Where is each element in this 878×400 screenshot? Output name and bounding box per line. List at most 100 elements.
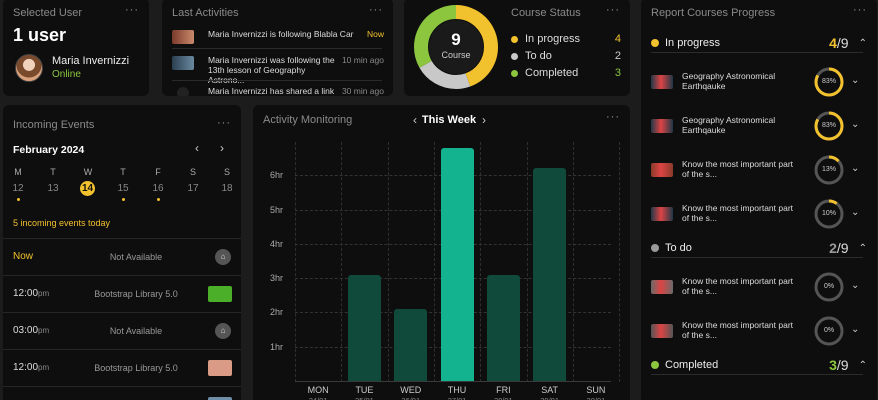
progress-percent: 83%: [821, 122, 836, 129]
course-name: Know the most important part of the s...: [682, 320, 794, 340]
status-label: In progress: [525, 33, 581, 45]
chevron-down-icon[interactable]: ⌄: [851, 163, 860, 174]
course-name: Geography Astronomical Earthqauke: [682, 71, 776, 91]
day-number: 18: [221, 183, 233, 194]
weekday-label: W: [83, 167, 93, 177]
activity-item[interactable]: Maria Invernizzi is following Blabla Car…: [172, 29, 384, 44]
incoming-events-card: Incoming Events ··· February 2024 ‹ › M 1…: [3, 105, 241, 400]
x-tick-label: TUE: [355, 385, 374, 395]
selected-user-menu-button[interactable]: ···: [125, 4, 139, 16]
gridline: [480, 142, 482, 382]
week-selector[interactable]: This Week: [421, 114, 477, 126]
divider: [651, 374, 863, 375]
event-time-value: 12:00: [13, 362, 39, 373]
weekday-label: S: [189, 167, 196, 177]
x-tick-date: 25/01: [344, 396, 384, 400]
status-label: To do: [525, 50, 552, 62]
event-row[interactable]: Now Not Available ⌂: [3, 238, 241, 275]
course-status-menu-button[interactable]: ···: [606, 4, 620, 16]
calendar-day[interactable]: T 13: [43, 167, 63, 196]
calendar-day[interactable]: M 12: [8, 167, 28, 201]
avatar[interactable]: [15, 54, 43, 82]
donut-segment-completed: [414, 5, 498, 89]
event-row[interactable]: 03:00pm Not Available ⌂: [3, 312, 241, 349]
course-progress-item[interactable]: Geography Astronomical Earthqauke 83% ⌄: [651, 62, 867, 102]
chevron-down-icon[interactable]: ⌄: [851, 324, 860, 335]
chevron-down-icon[interactable]: ⌄: [851, 207, 860, 218]
bar-thu[interactable]: [440, 147, 474, 381]
x-tick-date: 28/01: [483, 396, 523, 400]
y-tick-label: 6hr: [269, 170, 283, 181]
course-progress-item[interactable]: Know the most important part of the s...…: [651, 194, 867, 234]
progress-group-header[interactable]: To do 2/9 ⌃: [651, 240, 867, 256]
course-progress-item[interactable]: Know the most important part of the s...…: [651, 267, 867, 307]
prev-week-button[interactable]: ‹: [413, 113, 417, 127]
bar-fri[interactable]: [486, 274, 520, 381]
course-status-card: 9 Course Course Status ··· In progress 4…: [404, 0, 630, 96]
next-week-button[interactable]: ›: [220, 141, 224, 155]
course-label: Course: [441, 50, 471, 60]
calendar-day[interactable]: F 16: [148, 167, 168, 201]
chevron-up-icon[interactable]: ⌃: [858, 37, 867, 49]
last-activities-menu-button[interactable]: ···: [369, 4, 383, 16]
x-tick-date: 27/01: [437, 396, 477, 400]
calendar-day[interactable]: T 15: [113, 167, 133, 201]
event-time-value: 03:00: [13, 325, 39, 336]
status-completed: Completed 3: [511, 67, 621, 79]
event-time: Now: [13, 251, 33, 262]
bar-tue[interactable]: [347, 274, 381, 381]
x-tick-date: 24/01: [298, 396, 338, 400]
course-thumbnail: [651, 280, 673, 294]
course-status-title: Course Status: [511, 7, 581, 19]
progress-group-header[interactable]: Completed 3/9 ⌃: [651, 357, 867, 373]
status-to-do: To do 2: [511, 50, 621, 62]
status-value: 3: [614, 67, 621, 79]
next-week-button[interactable]: ›: [482, 113, 486, 127]
weekday-label: S: [223, 167, 230, 177]
group-total-count: /9: [836, 35, 849, 51]
course-progress-item[interactable]: Know the most important part of the s...…: [651, 311, 867, 351]
calendar-day[interactable]: S 17: [183, 167, 203, 196]
status-value: 4: [614, 33, 621, 45]
calendar-day[interactable]: W 14: [78, 167, 98, 196]
chevron-down-icon[interactable]: ⌄: [851, 75, 860, 86]
activity-monitoring-menu-button[interactable]: ···: [606, 111, 620, 123]
chevron-down-icon[interactable]: ⌄: [851, 119, 860, 130]
chevron-up-icon[interactable]: ⌃: [858, 359, 867, 371]
day-number: 15: [117, 183, 129, 194]
course-progress-item[interactable]: Know the most important part of the s...…: [651, 150, 867, 190]
group-label: To do: [665, 242, 692, 254]
chevron-down-icon[interactable]: ⌄: [851, 280, 860, 291]
calendar-day[interactable]: S 18: [217, 167, 237, 196]
course-name: Know the most important part of the s...: [682, 203, 794, 223]
status-in-progress: In progress 4: [511, 33, 621, 45]
gridline: [341, 142, 343, 382]
activity-item[interactable]: Maria Invernizzi has shared a link in 30…: [172, 86, 384, 96]
y-tick-label: 4hr: [269, 238, 283, 249]
course-progress-item[interactable]: Geography Astronomical Earthqauke 83% ⌄: [651, 106, 867, 146]
group-dot: [651, 244, 659, 252]
bar-wed[interactable]: [394, 309, 428, 381]
report-progress-menu-button[interactable]: ···: [853, 4, 867, 16]
prev-week-button[interactable]: ‹: [195, 141, 199, 155]
course-name: Know the most important part of the s...: [682, 276, 794, 296]
progress-ring: 13%: [814, 155, 844, 185]
bar-sat[interactable]: [533, 168, 567, 381]
chevron-up-icon[interactable]: ⌃: [858, 242, 867, 254]
divider: [651, 52, 863, 53]
incoming-events-menu-button[interactable]: ···: [217, 117, 231, 129]
event-time-suffix: pm: [38, 326, 50, 335]
activity-time: 30 min ago: [341, 86, 384, 96]
event-name: Not Available: [109, 252, 163, 262]
x-tick-date: 30/01: [576, 396, 616, 400]
progress-group-header[interactable]: In progress 4/9 ⌃: [651, 35, 867, 51]
status-dot: [511, 35, 518, 43]
gridline: [572, 142, 574, 382]
day-number: 13: [47, 183, 59, 194]
gridline: [387, 142, 389, 382]
activity-thumbnail: [172, 30, 194, 44]
y-tick-label: 2hr: [269, 307, 283, 318]
